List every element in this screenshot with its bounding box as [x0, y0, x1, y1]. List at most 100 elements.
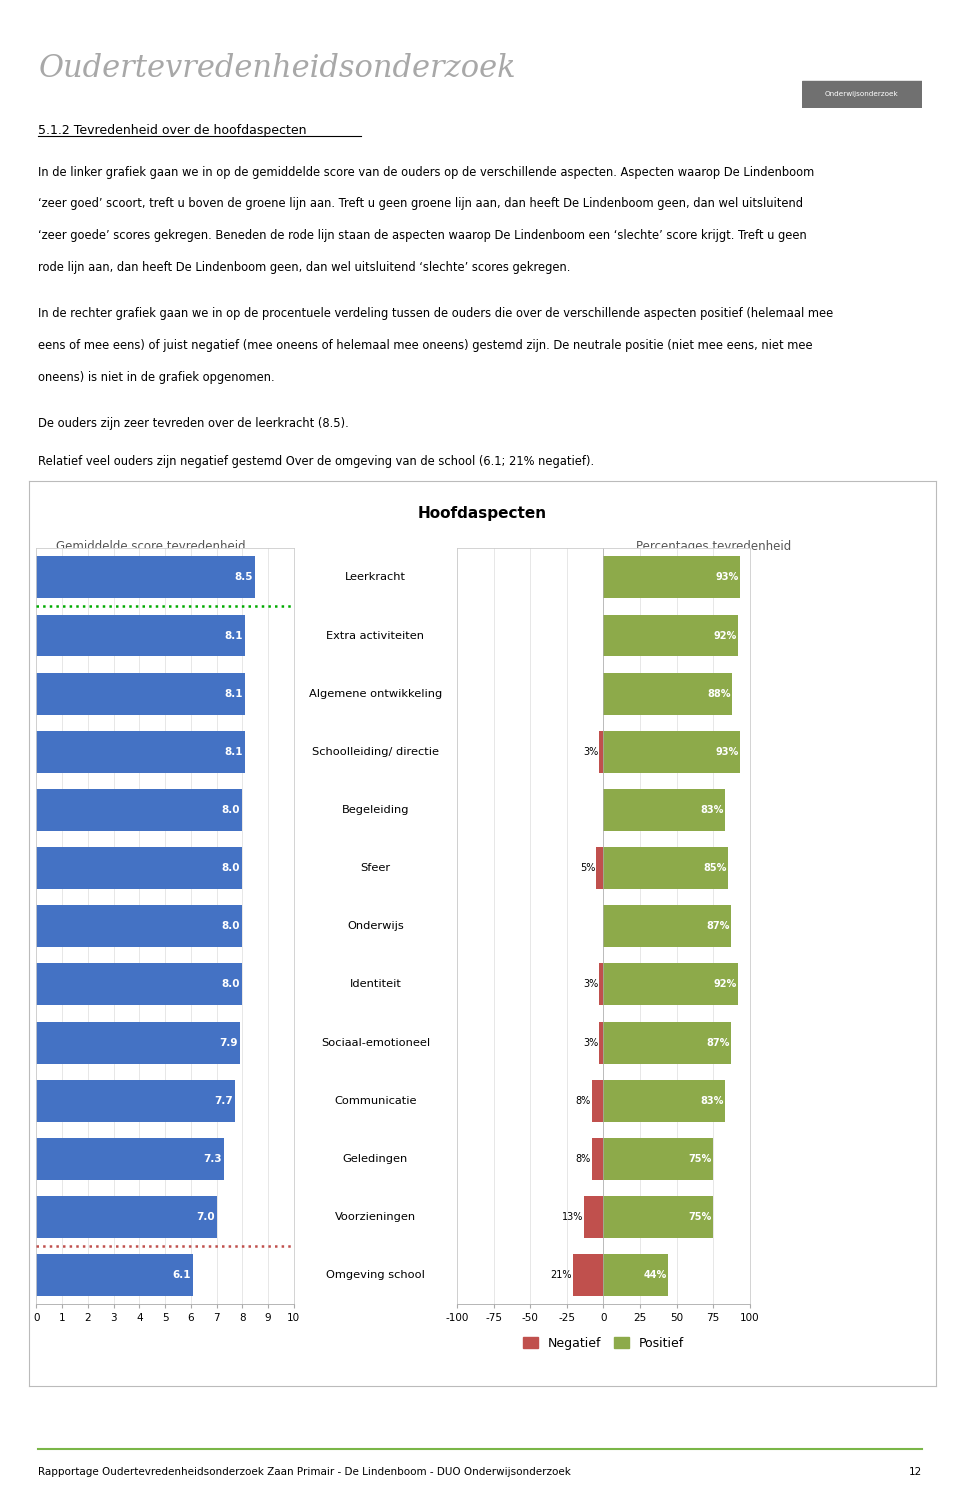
Text: 85%: 85%	[704, 864, 727, 872]
Text: Geledingen: Geledingen	[343, 1153, 408, 1164]
Text: 8.0: 8.0	[222, 864, 240, 872]
Bar	[36, 1197, 217, 1239]
Text: 7.7: 7.7	[214, 1095, 232, 1106]
Bar	[36, 614, 245, 656]
Text: 5%: 5%	[580, 864, 595, 872]
Text: Sfeer: Sfeer	[360, 864, 391, 872]
Text: 75%: 75%	[688, 1153, 712, 1164]
Text: ‘zeer goede’ scores gekregen. Beneden de rode lijn staan de aspecten waarop De L: ‘zeer goede’ scores gekregen. Beneden de…	[38, 230, 807, 242]
Bar	[603, 847, 728, 889]
Text: 88%: 88%	[708, 689, 731, 699]
Text: 93%: 93%	[715, 747, 738, 757]
Bar	[36, 905, 242, 947]
Bar	[603, 789, 725, 831]
Text: In de rechter grafiek gaan we in op de procentuele verdeling tussen de ouders di: In de rechter grafiek gaan we in op de p…	[38, 306, 833, 320]
Text: eens of mee eens) of juist negatief (mee oneens of helemaal mee oneens) gestemd : eens of mee eens) of juist negatief (mee…	[38, 339, 813, 353]
Text: Communicatie: Communicatie	[334, 1095, 417, 1106]
Text: Voorzieningen: Voorzieningen	[335, 1212, 416, 1222]
Text: 75%: 75%	[688, 1212, 712, 1222]
Legend: Negatief, Positief: Negatief, Positief	[517, 1331, 689, 1355]
Bar	[36, 731, 245, 772]
Text: 87%: 87%	[707, 922, 730, 931]
Text: Identiteit: Identiteit	[349, 980, 401, 989]
Bar	[603, 731, 739, 772]
Text: 13%: 13%	[563, 1212, 584, 1222]
Bar	[591, 1080, 603, 1122]
Bar	[603, 614, 738, 656]
Bar	[36, 789, 242, 831]
Bar	[603, 556, 739, 598]
Text: Schoolleiding/ directie: Schoolleiding/ directie	[312, 747, 439, 757]
Bar	[36, 556, 255, 598]
Text: Omgeving school: Omgeving school	[326, 1270, 424, 1280]
Text: Percentages tevredenheid: Percentages tevredenheid	[636, 539, 791, 553]
Text: Onderwijs: Onderwijs	[347, 922, 404, 931]
Text: 87%: 87%	[707, 1037, 730, 1047]
Bar	[36, 1138, 225, 1180]
Text: 5.1.2 Tevredenheid over de hoofdaspecten: 5.1.2 Tevredenheid over de hoofdaspecten	[38, 124, 307, 137]
Text: rode lijn aan, dan heeft De Lindenboom geen, dan wel uitsluitend ‘slechte’ score: rode lijn aan, dan heeft De Lindenboom g…	[38, 261, 571, 275]
Bar	[603, 905, 731, 947]
Bar	[603, 964, 738, 1005]
Text: 93%: 93%	[715, 572, 738, 583]
Text: Onderwijsonderzoek: Onderwijsonderzoek	[825, 91, 899, 97]
Text: Sociaal-emotioneel: Sociaal-emotioneel	[321, 1037, 430, 1047]
Bar	[603, 1080, 725, 1122]
Text: 92%: 92%	[713, 630, 737, 641]
Text: Relatief veel ouders zijn negatief gestemd Over de omgeving van de school (6.1; : Relatief veel ouders zijn negatief geste…	[38, 456, 594, 468]
Text: 8%: 8%	[576, 1153, 591, 1164]
Text: 8.0: 8.0	[222, 922, 240, 931]
Text: 83%: 83%	[701, 805, 724, 814]
Text: 8.1: 8.1	[225, 630, 243, 641]
Text: oneens) is niet in de grafiek opgenomen.: oneens) is niet in de grafiek opgenomen.	[38, 371, 275, 384]
Bar	[603, 1255, 668, 1297]
Text: Extra activiteiten: Extra activiteiten	[326, 630, 424, 641]
Text: 3%: 3%	[583, 747, 598, 757]
Bar	[603, 1138, 713, 1180]
Bar	[585, 1197, 603, 1239]
Bar	[36, 1255, 193, 1297]
Bar	[596, 847, 603, 889]
Text: ‘zeer goed’ scoort, treft u boven de groene lijn aan. Treft u geen groene lijn a: ‘zeer goed’ scoort, treft u boven de gro…	[38, 197, 804, 211]
Text: 7.3: 7.3	[204, 1153, 222, 1164]
Bar	[591, 1138, 603, 1180]
Bar	[603, 1022, 731, 1064]
Bar	[603, 672, 732, 714]
Text: Algemene ontwikkeling: Algemene ontwikkeling	[309, 689, 442, 699]
Bar	[802, 81, 922, 108]
Text: Gemiddelde score tevredenheid: Gemiddelde score tevredenheid	[57, 539, 246, 553]
Text: 44%: 44%	[643, 1270, 666, 1280]
Text: 8.0: 8.0	[222, 805, 240, 814]
Text: 7.9: 7.9	[219, 1037, 238, 1047]
Text: 92%: 92%	[713, 980, 737, 989]
Text: 8.1: 8.1	[225, 689, 243, 699]
Text: Oudertevredenheidsonderzoek: Oudertevredenheidsonderzoek	[38, 54, 516, 84]
Bar	[36, 1022, 240, 1064]
Text: Hoofdaspecten: Hoofdaspecten	[418, 506, 547, 521]
Text: 21%: 21%	[550, 1270, 572, 1280]
Text: Rapportage Oudertevredenheidsonderzoek Zaan Primair - De Lindenboom - DUO Onderw: Rapportage Oudertevredenheidsonderzoek Z…	[38, 1467, 571, 1478]
Text: 3%: 3%	[583, 980, 598, 989]
Text: In de linker grafiek gaan we in op de gemiddelde score van de ouders op de versc: In de linker grafiek gaan we in op de ge…	[38, 166, 815, 179]
Text: 83%: 83%	[701, 1095, 724, 1106]
Text: 8%: 8%	[576, 1095, 591, 1106]
Bar	[572, 1255, 603, 1297]
Text: De ouders zijn zeer tevreden over de leerkracht (8.5).: De ouders zijn zeer tevreden over de lee…	[38, 417, 349, 430]
Text: Leerkracht: Leerkracht	[345, 572, 406, 583]
Text: 6.1: 6.1	[173, 1270, 191, 1280]
Bar	[36, 847, 242, 889]
Text: 8.0: 8.0	[222, 980, 240, 989]
Bar	[599, 731, 603, 772]
Bar	[603, 1197, 713, 1239]
Bar	[36, 672, 245, 714]
Text: 7.0: 7.0	[196, 1212, 214, 1222]
Text: 8.1: 8.1	[225, 747, 243, 757]
Text: 3%: 3%	[583, 1037, 598, 1047]
Bar	[36, 1080, 234, 1122]
Bar	[599, 964, 603, 1005]
Text: 8.5: 8.5	[234, 572, 253, 583]
Text: 12: 12	[908, 1467, 922, 1478]
Text: DUO: DUO	[832, 45, 891, 69]
Bar	[599, 1022, 603, 1064]
Bar	[36, 964, 242, 1005]
